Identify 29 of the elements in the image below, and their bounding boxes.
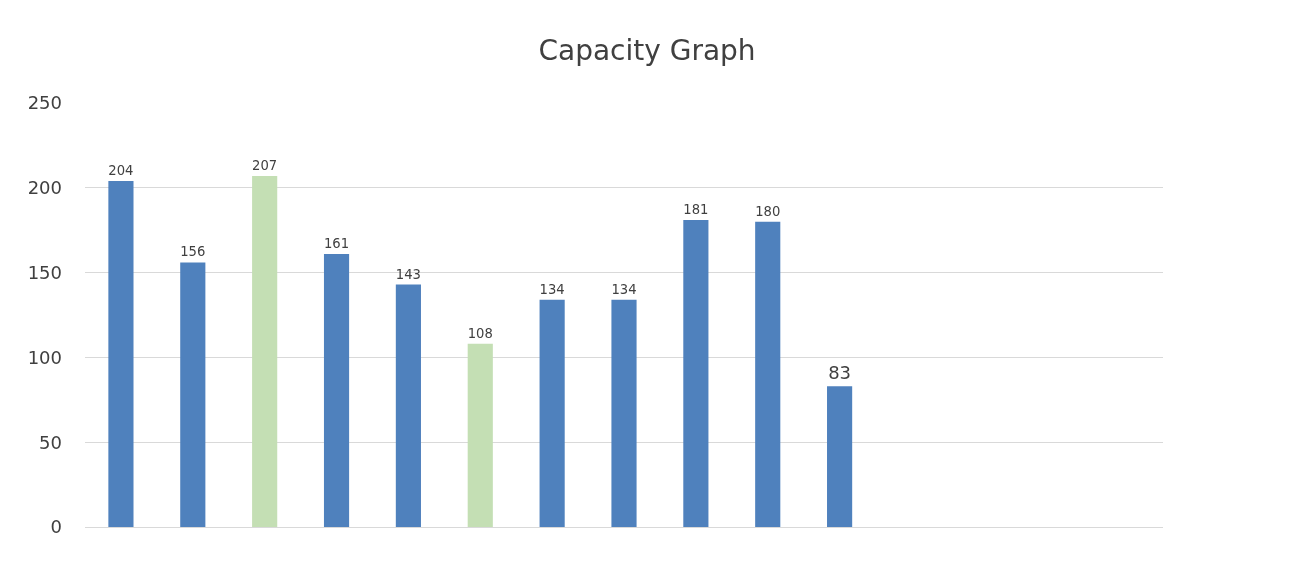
bar xyxy=(395,284,421,527)
bar xyxy=(539,299,565,527)
y-tick-label: 150 xyxy=(27,261,62,283)
y-tick-label: 250 xyxy=(27,92,62,114)
bar xyxy=(467,343,493,527)
y-tick-label: 0 xyxy=(50,516,62,538)
chart-title: Capacity Graph xyxy=(538,33,756,67)
bar xyxy=(827,386,853,527)
bar xyxy=(683,220,709,527)
bar xyxy=(252,175,278,527)
bar xyxy=(611,299,637,527)
data-label: 204 xyxy=(108,163,134,179)
data-label: 180 xyxy=(755,203,781,219)
data-label: 161 xyxy=(323,236,350,252)
y-tick-label: 100 xyxy=(27,346,62,368)
bar xyxy=(180,262,206,527)
bar xyxy=(323,253,350,527)
data-label: 207 xyxy=(252,158,278,173)
data-label: 143 xyxy=(395,266,421,282)
data-label: 83 xyxy=(828,362,852,384)
bar xyxy=(108,181,134,527)
y-tick-label: 200 xyxy=(27,177,62,199)
data-label: 134 xyxy=(539,281,565,297)
data-label: 156 xyxy=(180,244,206,260)
y-tick-label: 50 xyxy=(39,431,62,453)
data-label: 108 xyxy=(467,325,493,341)
data-label: 134 xyxy=(611,281,637,297)
bar xyxy=(755,221,781,527)
data-label: 181 xyxy=(683,202,709,218)
